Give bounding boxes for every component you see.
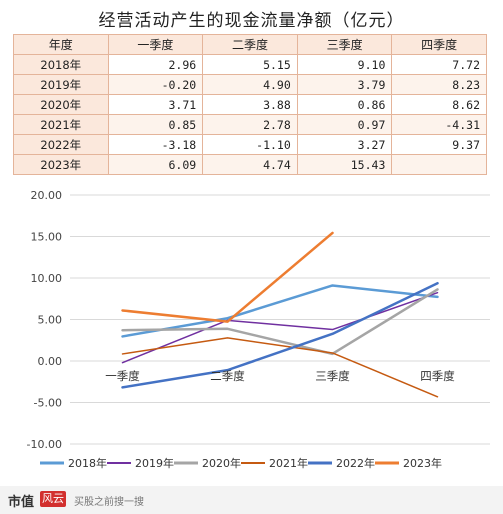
table-header-row: 年度 一季度 二季度 三季度 四季度 bbox=[13, 34, 487, 55]
y-tick-label: -5.00 bbox=[34, 397, 62, 410]
value-cell: 5.15 bbox=[202, 54, 298, 75]
header-year: 年度 bbox=[13, 34, 109, 55]
cashflow-table: 年度 一季度 二季度 三季度 四季度 2018年 2.96 5.15 9.10 … bbox=[13, 34, 487, 175]
value-cell: 4.74 bbox=[202, 154, 298, 175]
x-tick-label: 四季度 bbox=[420, 369, 455, 383]
header-q3: 三季度 bbox=[296, 34, 393, 55]
series-line-2023年 bbox=[121, 231, 334, 323]
table-row: 2021年 0.85 2.78 0.97 -4.31 bbox=[13, 114, 487, 135]
value-cell: 2.78 bbox=[202, 114, 298, 135]
value-cell: 6.09 bbox=[107, 154, 204, 175]
year-cell: 2019年 bbox=[13, 74, 109, 95]
x-tick-label: 一季度 bbox=[105, 369, 140, 383]
value-cell: 2.96 bbox=[107, 54, 204, 75]
legend-label: 2022年 bbox=[336, 456, 375, 470]
value-cell: 9.37 bbox=[391, 134, 487, 155]
header-q4: 四季度 bbox=[391, 34, 487, 55]
value-cell: 3.79 bbox=[296, 74, 393, 95]
value-cell: 9.10 bbox=[296, 54, 393, 75]
table-row: 2023年 6.09 4.74 15.43 bbox=[13, 154, 487, 175]
value-cell: 0.97 bbox=[296, 114, 393, 135]
y-tick-label: 15.00 bbox=[31, 231, 63, 244]
brand-badge: 风云 bbox=[40, 491, 66, 507]
value-cell: 8.23 bbox=[391, 74, 487, 95]
value-cell: 7.72 bbox=[391, 54, 487, 75]
year-cell: 2023年 bbox=[13, 154, 109, 175]
y-tick-label: 20.00 bbox=[31, 189, 63, 202]
series-line-2019年 bbox=[121, 291, 439, 364]
footer-bar: 市值 风云 买股之前搜一搜 bbox=[0, 486, 503, 514]
series-line-2022年 bbox=[121, 281, 439, 389]
value-cell bbox=[391, 154, 487, 175]
chart-title: 经营活动产生的现金流量净额（亿元） bbox=[98, 11, 405, 31]
x-tick-label: 三季度 bbox=[315, 369, 350, 383]
value-cell: 15.43 bbox=[296, 154, 393, 175]
value-cell: 8.62 bbox=[391, 94, 487, 115]
series-line-2018年 bbox=[121, 284, 439, 338]
y-tick-label: 10.00 bbox=[31, 272, 63, 285]
year-cell: 2021年 bbox=[13, 114, 109, 135]
series-line-2020年 bbox=[121, 288, 439, 356]
y-tick-label: 5.00 bbox=[38, 314, 63, 327]
value-cell: 0.85 bbox=[107, 114, 204, 135]
x-tick-label: 二季度 bbox=[210, 369, 245, 383]
value-cell: 3.27 bbox=[296, 134, 393, 155]
line-chart: 20.00 15.00 10.00 5.00 0.00 -5.00 -10.00 一季度 二季… bbox=[27, 189, 490, 470]
value-cell: -4.31 bbox=[391, 114, 487, 135]
year-cell: 2022年 bbox=[13, 134, 109, 155]
value-cell: -0.20 bbox=[107, 74, 204, 95]
legend-label: 2021年 bbox=[269, 456, 308, 470]
table-row: 2019年 -0.20 4.90 3.79 8.23 bbox=[13, 74, 487, 95]
header-q2: 二季度 bbox=[202, 34, 298, 55]
year-cell: 2020年 bbox=[13, 94, 109, 115]
value-cell: 3.71 bbox=[107, 94, 204, 115]
series-line-2021年 bbox=[121, 337, 439, 398]
legend-label: 2023年 bbox=[403, 456, 442, 470]
table-row: 2020年 3.71 3.88 0.86 8.62 bbox=[13, 94, 487, 115]
y-tick-label: -10.00 bbox=[27, 438, 62, 451]
value-cell: 3.88 bbox=[202, 94, 298, 115]
y-tick-label: 0.00 bbox=[38, 355, 63, 368]
header-q1: 一季度 bbox=[107, 34, 204, 55]
value-cell: -1.10 bbox=[202, 134, 298, 155]
value-cell: 4.90 bbox=[202, 74, 298, 95]
table-row: 2018年 2.96 5.15 9.10 7.72 bbox=[13, 54, 487, 75]
legend-label: 2019年 bbox=[135, 456, 174, 470]
table-row: 2022年 -3.18 -1.10 3.27 9.37 bbox=[13, 134, 487, 155]
brand-logo: 市值 bbox=[8, 495, 35, 510]
legend-label: 2020年 bbox=[202, 456, 241, 470]
legend-label: 2018年 bbox=[68, 456, 107, 470]
value-cell: 0.86 bbox=[296, 94, 393, 115]
year-cell: 2018年 bbox=[13, 54, 109, 75]
footer-slogan: 买股之前搜一搜 bbox=[74, 497, 144, 508]
value-cell: -3.18 bbox=[107, 134, 204, 155]
